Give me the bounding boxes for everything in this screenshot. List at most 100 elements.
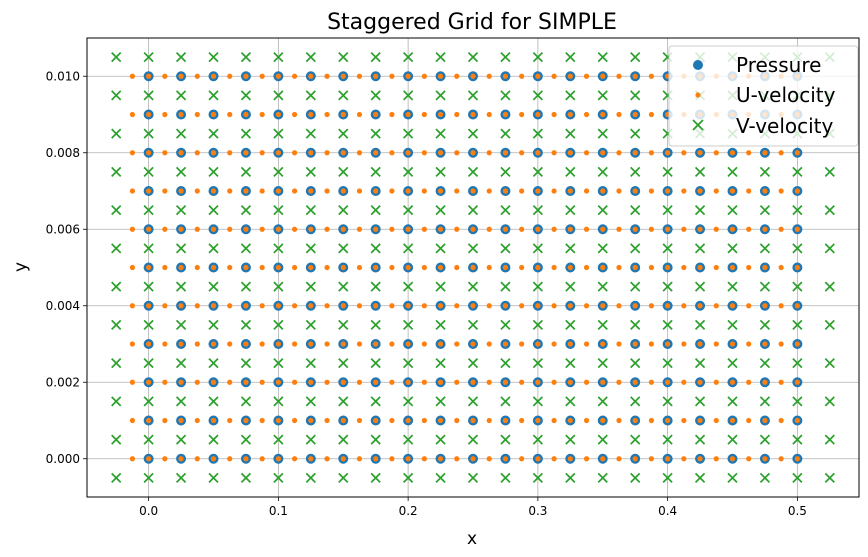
u-velocity-point bbox=[681, 188, 687, 194]
u-velocity-point bbox=[551, 341, 557, 347]
u-velocity-point bbox=[259, 188, 265, 194]
u-velocity-point bbox=[583, 341, 590, 347]
u-velocity-point bbox=[405, 150, 411, 156]
u-velocity-point bbox=[324, 417, 330, 424]
v-velocity-point bbox=[500, 319, 511, 330]
u-velocity-point bbox=[308, 341, 314, 347]
u-velocity-point bbox=[324, 341, 330, 347]
u-velocity-point bbox=[129, 150, 136, 156]
v-velocity-point bbox=[111, 472, 122, 483]
v-velocity-point bbox=[370, 166, 381, 177]
x-tick-label: 0.5 bbox=[788, 504, 807, 518]
v-velocity-point bbox=[662, 434, 673, 445]
u-velocity-point bbox=[308, 150, 314, 156]
u-velocity-point bbox=[665, 226, 671, 232]
u-velocity-point bbox=[421, 150, 427, 156]
u-velocity-point bbox=[583, 188, 590, 194]
v-velocity-point bbox=[630, 205, 641, 216]
u-velocity-point bbox=[762, 264, 768, 271]
v-velocity-point bbox=[435, 358, 446, 369]
v-velocity-point bbox=[240, 434, 252, 445]
u-velocity-point bbox=[162, 226, 168, 232]
v-velocity-point bbox=[500, 243, 511, 254]
legend-box bbox=[668, 45, 859, 147]
u-velocity-point bbox=[648, 188, 655, 194]
u-velocity-point bbox=[778, 188, 784, 194]
v-velocity-point bbox=[338, 319, 349, 330]
v-velocity-point bbox=[305, 472, 316, 483]
v-velocity-point bbox=[240, 358, 252, 369]
v-velocity-point bbox=[467, 166, 479, 177]
u-velocity-point bbox=[746, 456, 752, 462]
u-velocity-point bbox=[146, 341, 152, 347]
u-velocity-point bbox=[243, 417, 249, 424]
v-velocity-point bbox=[273, 281, 284, 292]
u-velocity-point bbox=[421, 303, 427, 309]
v-velocity-point bbox=[824, 396, 835, 407]
v-velocity-point bbox=[565, 243, 576, 254]
v-velocity-point bbox=[727, 472, 738, 483]
v-velocity-point bbox=[500, 434, 511, 445]
v-velocity-point bbox=[403, 243, 414, 254]
v-velocity-point bbox=[208, 281, 219, 292]
u-velocity-point bbox=[632, 111, 638, 118]
u-velocity-point bbox=[373, 188, 379, 194]
u-velocity-point bbox=[373, 456, 379, 462]
u-velocity-point bbox=[713, 226, 719, 232]
v-velocity-point bbox=[111, 166, 122, 177]
u-velocity-point bbox=[227, 456, 233, 462]
y-tick-label: 0.002 bbox=[46, 375, 80, 389]
u-velocity-point bbox=[648, 73, 655, 79]
u-velocity-point bbox=[665, 417, 671, 424]
u-velocity-point bbox=[243, 150, 249, 156]
u-velocity-point bbox=[632, 226, 638, 232]
u-velocity-point bbox=[259, 111, 265, 118]
u-velocity-point bbox=[665, 341, 671, 347]
u-velocity-point bbox=[178, 264, 184, 271]
v-velocity-point bbox=[500, 166, 511, 177]
v-velocity-point bbox=[370, 319, 381, 330]
u-velocity-point bbox=[275, 226, 281, 232]
u-velocity-point bbox=[729, 303, 736, 309]
u-velocity-point bbox=[600, 341, 606, 347]
u-velocity-point bbox=[535, 226, 541, 232]
v-velocity-point bbox=[208, 319, 219, 330]
v-velocity-point bbox=[143, 205, 154, 216]
u-velocity-point bbox=[762, 417, 768, 424]
u-velocity-point bbox=[567, 111, 573, 118]
u-velocity-point bbox=[421, 264, 427, 271]
u-velocity-point bbox=[600, 111, 606, 118]
u-velocity-point bbox=[275, 111, 281, 118]
u-velocity-point bbox=[275, 150, 281, 156]
v-velocity-point bbox=[240, 243, 252, 254]
v-velocity-point bbox=[111, 205, 122, 216]
u-velocity-point bbox=[519, 303, 525, 309]
u-velocity-point bbox=[373, 264, 379, 271]
u-velocity-point bbox=[681, 264, 687, 271]
u-velocity-point bbox=[713, 341, 719, 347]
v-velocity-point bbox=[694, 319, 706, 330]
v-velocity-point bbox=[662, 358, 673, 369]
v-velocity-point bbox=[662, 205, 673, 216]
u-velocity-point bbox=[421, 226, 427, 232]
u-velocity-point bbox=[340, 456, 346, 462]
u-velocity-point bbox=[405, 417, 411, 424]
u-velocity-point bbox=[567, 379, 573, 385]
u-velocity-point bbox=[389, 264, 395, 271]
x-tick-label: 0.1 bbox=[269, 504, 288, 518]
u-velocity-point bbox=[146, 264, 152, 271]
u-velocity-point bbox=[324, 303, 330, 309]
u-velocity-point bbox=[616, 303, 622, 309]
v-velocity-point bbox=[824, 472, 835, 483]
u-velocity-point bbox=[243, 111, 249, 118]
v-velocity-point bbox=[500, 472, 511, 483]
v-velocity-point bbox=[630, 396, 641, 407]
u-velocity-point bbox=[648, 303, 655, 309]
u-velocity-point bbox=[227, 188, 233, 194]
u-velocity-point bbox=[697, 226, 703, 232]
v-velocity-point bbox=[208, 52, 219, 63]
v-velocity-point bbox=[370, 358, 381, 369]
u-velocity-point bbox=[454, 150, 460, 156]
u-velocity-point bbox=[405, 111, 411, 118]
